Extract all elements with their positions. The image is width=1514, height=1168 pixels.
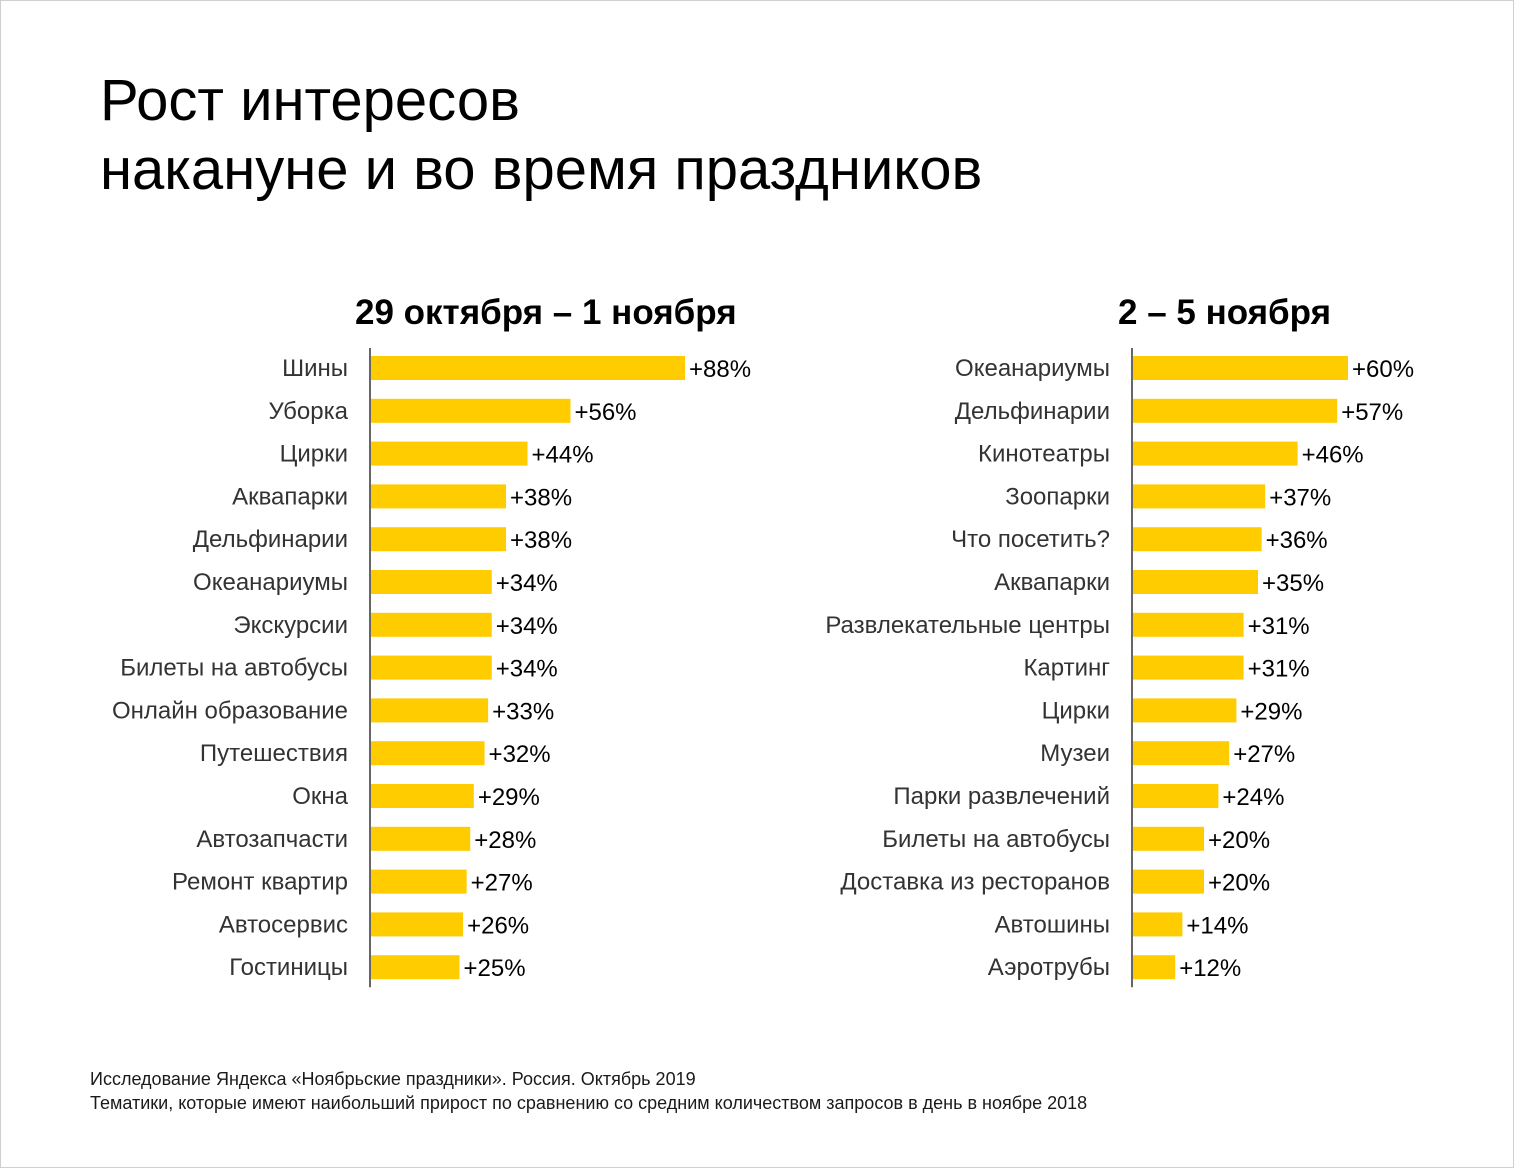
chart-title-right: 2 – 5 ноября [1118, 293, 1332, 332]
page-title-line-1: Рост интересов [100, 68, 520, 133]
data-label-right-10: +27% [1233, 741, 1295, 768]
data-label-right-12: +20% [1208, 827, 1270, 854]
data-label-left-8: +34% [496, 656, 558, 683]
category-label-right-7: Развлекательные центры [825, 612, 1110, 639]
bar-left-2 [370, 398, 571, 423]
footer-source: Исследование Яндекса «Ноябрьские праздни… [90, 1069, 696, 1089]
data-label-left-5: +38% [510, 527, 572, 554]
category-label-left-9: Онлайн образование [112, 697, 348, 724]
category-label-right-2: Дельфинарии [955, 398, 1110, 425]
category-label-right-12: Билеты на автобусы [882, 826, 1110, 853]
category-label-right-6: Аквапарки [994, 569, 1110, 596]
category-label-right-14: Автошины [995, 911, 1110, 938]
bar-right-9 [1132, 698, 1237, 723]
data-label-right-1: +60% [1352, 356, 1414, 383]
bar-left-1 [370, 356, 686, 380]
bar-left-8 [370, 655, 492, 680]
bar-left-12 [370, 826, 471, 851]
bar-left-5 [370, 527, 507, 552]
data-label-left-1: +88% [689, 356, 751, 383]
bar-charts: Шины +88% Уборка +56% Цирки +44% Аквапарки +38%… [112, 348, 1414, 988]
category-label-right-3: Кинотеатры [978, 441, 1110, 468]
bar-right-15 [1132, 955, 1176, 980]
data-label-right-4: +37% [1269, 484, 1331, 511]
data-label-left-15: +25% [464, 955, 526, 982]
bar-right-3 [1132, 441, 1298, 466]
category-label-right-13: Доставка из ресторанов [840, 869, 1110, 896]
category-label-left-11: Окна [292, 783, 348, 810]
bar-left-15 [370, 955, 460, 980]
bar-right-1 [1132, 356, 1348, 380]
data-label-left-12: +28% [474, 827, 536, 854]
category-label-right-1: Океанариумы [955, 355, 1110, 382]
bar-right-13 [1132, 869, 1204, 894]
category-label-left-3: Цирки [280, 441, 348, 468]
footer-note: Исследование Яндекса «Ноябрьские праздни… [90, 1067, 1087, 1115]
data-label-left-13: +27% [471, 870, 533, 897]
category-label-left-8: Билеты на автобусы [120, 655, 348, 682]
data-label-right-8: +31% [1248, 656, 1310, 683]
category-label-right-10: Музеи [1040, 740, 1110, 767]
bar-right-12 [1132, 826, 1204, 851]
data-label-left-2: +56% [574, 399, 636, 426]
category-label-left-10: Путешествия [200, 740, 348, 767]
data-label-right-15: +12% [1179, 955, 1241, 982]
data-label-left-4: +38% [510, 484, 572, 511]
category-label-left-14: Автосервис [219, 911, 348, 938]
data-label-right-5: +36% [1266, 527, 1328, 554]
category-label-right-4: Зоопарки [1005, 483, 1110, 510]
category-label-left-15: Гостиницы [229, 954, 348, 981]
data-label-right-2: +57% [1341, 399, 1403, 426]
category-label-right-8: Картинг [1023, 655, 1110, 682]
bar-right-2 [1132, 398, 1338, 423]
category-label-right-15: Аэротрубы [988, 954, 1110, 981]
data-label-right-7: +31% [1248, 613, 1310, 640]
data-label-left-9: +33% [492, 698, 554, 725]
category-label-right-5: Что посетить? [951, 526, 1110, 553]
category-label-left-13: Ремонт квартир [172, 869, 348, 896]
data-label-right-3: +46% [1302, 442, 1364, 469]
category-label-left-4: Аквапарки [232, 483, 348, 510]
bar-right-5 [1132, 527, 1262, 552]
page-title-line-2: накануне и во время праздников [100, 137, 983, 202]
bar-right-8 [1132, 655, 1244, 680]
bar-right-11 [1132, 784, 1219, 808]
bar-left-3 [370, 441, 528, 466]
data-label-left-6: +34% [496, 570, 558, 597]
data-label-right-6: +35% [1262, 570, 1324, 597]
footer-description: Тематики, которые имеют наибольший приро… [90, 1093, 1088, 1113]
bar-left-9 [370, 698, 489, 723]
bar-left-13 [370, 869, 467, 894]
data-label-left-7: +34% [496, 613, 558, 640]
bar-left-14 [370, 912, 464, 937]
bar-right-6 [1132, 570, 1258, 594]
data-label-left-10: +32% [489, 741, 551, 768]
data-label-left-14: +26% [467, 912, 529, 939]
bar-left-7 [370, 612, 492, 637]
category-label-left-2: Уборка [268, 398, 348, 425]
data-label-left-3: +44% [532, 442, 594, 469]
data-label-right-9: +29% [1240, 698, 1302, 725]
category-label-left-1: Шины [282, 355, 348, 382]
chart-title-left: 29 октября – 1 ноября [355, 293, 737, 332]
bar-left-10 [370, 741, 485, 766]
bar-right-4 [1132, 484, 1266, 509]
category-label-left-7: Экскурсии [233, 612, 348, 639]
bar-left-4 [370, 484, 507, 509]
bar-right-10 [1132, 741, 1230, 766]
data-label-right-11: +24% [1222, 784, 1284, 811]
bar-left-11 [370, 784, 474, 808]
data-label-right-14: +14% [1186, 912, 1248, 939]
category-label-right-9: Цирки [1042, 697, 1110, 724]
page-title: Рост интересов накануне и во время празд… [100, 66, 982, 204]
bar-left-6 [370, 570, 492, 594]
category-label-left-5: Дельфинарии [193, 526, 348, 553]
bar-right-7 [1132, 612, 1244, 637]
category-label-left-6: Океанариумы [193, 569, 348, 596]
data-label-right-13: +20% [1208, 870, 1270, 897]
bar-right-14 [1132, 912, 1183, 937]
category-label-right-11: Парки развлечений [893, 783, 1110, 810]
data-label-left-11: +29% [478, 784, 540, 811]
category-label-left-12: Автозапчасти [196, 826, 348, 853]
